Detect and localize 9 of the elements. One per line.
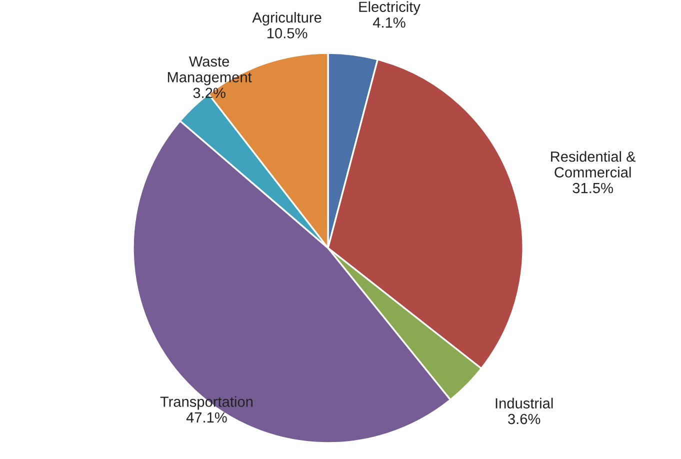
slice-label: Residential & Commercial: [551, 151, 636, 178]
data-label: 4.1%: [372, 17, 406, 28]
slice-label: Electricity: [359, 1, 420, 15]
data-label: 31.5%: [572, 182, 613, 194]
slice-label: Agriculture: [252, 12, 322, 26]
slice-label: Industrial: [496, 398, 553, 408]
data-label: 47.1%: [186, 412, 227, 423]
data-label: 10.5%: [267, 28, 308, 38]
data-label: 3.6%: [508, 414, 540, 424]
